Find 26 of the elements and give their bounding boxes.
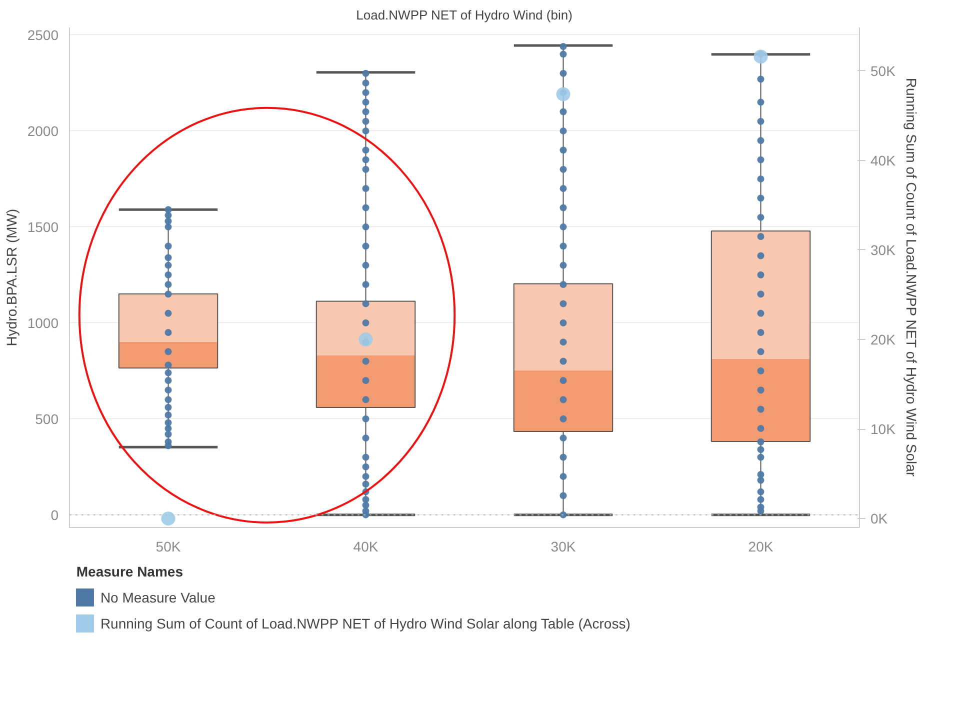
legend-label: No Measure Value bbox=[100, 590, 216, 606]
x-tick-label: 20K bbox=[748, 538, 774, 554]
y-axis-title: Hydro.BPA.LSR (MW) bbox=[3, 208, 20, 346]
y2-tick-label: 20K bbox=[870, 332, 896, 348]
y2-tick-label: 30K bbox=[870, 242, 896, 258]
x-tick-label: 50K bbox=[156, 538, 182, 554]
y2-axis-title: Running Sum of Count of Load.NWPP NET of Hydro Wind Solar bbox=[903, 78, 920, 477]
y-tick-label: 2500 bbox=[27, 26, 59, 43]
legend-title: Measure Names bbox=[76, 564, 184, 580]
y-tick-label: 2000 bbox=[27, 122, 59, 139]
y-tick-label: 500 bbox=[35, 410, 59, 427]
y-tick-label: 1000 bbox=[27, 314, 59, 331]
x-tick-label: 40K bbox=[353, 538, 379, 554]
y-tick-label: 1500 bbox=[27, 218, 59, 235]
chart-title: Load.NWPP NET of Hydro Wind (bin) bbox=[356, 8, 572, 22]
legend-label: Running Sum of Count of Load.NWPP NET of Hydro Wind Solar along Table (Across) bbox=[100, 616, 630, 632]
point bbox=[161, 512, 176, 526]
y2-tick-label: 0K bbox=[870, 510, 888, 527]
point bbox=[358, 332, 373, 347]
point bbox=[556, 87, 570, 102]
point bbox=[754, 50, 768, 64]
y-tick-label: 0 bbox=[50, 506, 59, 523]
x-tick-label: 30K bbox=[550, 538, 576, 554]
y2-tick-label: 50K bbox=[870, 62, 896, 79]
y2-tick-label: 10K bbox=[870, 421, 896, 438]
y2-tick-label: 40K bbox=[870, 152, 896, 168]
